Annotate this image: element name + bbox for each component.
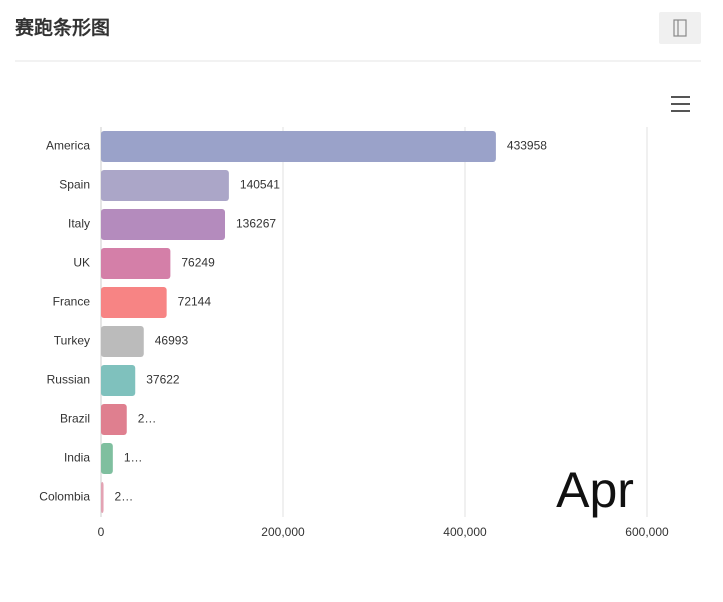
- category-label: UK: [73, 256, 90, 270]
- header-title: 赛跑条形图: [14, 16, 110, 39]
- value-label: 72144: [178, 295, 212, 309]
- category-label: Russian: [47, 373, 90, 387]
- bar: [101, 131, 496, 162]
- category-label: France: [53, 295, 91, 309]
- book-icon: [673, 19, 687, 37]
- bar: [101, 248, 171, 279]
- value-label: 37622: [146, 373, 180, 387]
- category-label: Brazil: [60, 412, 90, 426]
- category-label: India: [64, 451, 90, 465]
- x-tick-label: 200,000: [261, 525, 305, 539]
- bar: [101, 443, 113, 474]
- value-label: 76249: [181, 256, 215, 270]
- category-label: Italy: [68, 217, 90, 231]
- period-annotation: Apr: [556, 462, 634, 518]
- value-label: 1…: [124, 451, 143, 465]
- bar: [101, 170, 229, 201]
- value-label: 2…: [115, 490, 134, 504]
- x-tick-label: 400,000: [443, 525, 487, 539]
- menu-icon[interactable]: [671, 96, 690, 112]
- category-label: Colombia: [39, 490, 90, 504]
- bar: [101, 365, 136, 396]
- bar: [101, 326, 144, 357]
- bar: [101, 209, 226, 240]
- category-label: Spain: [59, 178, 90, 192]
- bar: [101, 404, 127, 435]
- x-tick-label: 0: [98, 525, 105, 539]
- value-label: 433958: [507, 139, 547, 153]
- x-tick-label: 600,000: [625, 525, 669, 539]
- value-label: 140541: [240, 178, 280, 192]
- toolbar-button[interactable]: [659, 12, 701, 44]
- category-label: America: [46, 139, 90, 153]
- value-label: 46993: [155, 334, 189, 348]
- bar: [101, 482, 104, 513]
- value-label: 136267: [236, 217, 276, 231]
- bar: [101, 287, 167, 318]
- category-label: Turkey: [54, 334, 90, 348]
- value-label: 2…: [138, 412, 157, 426]
